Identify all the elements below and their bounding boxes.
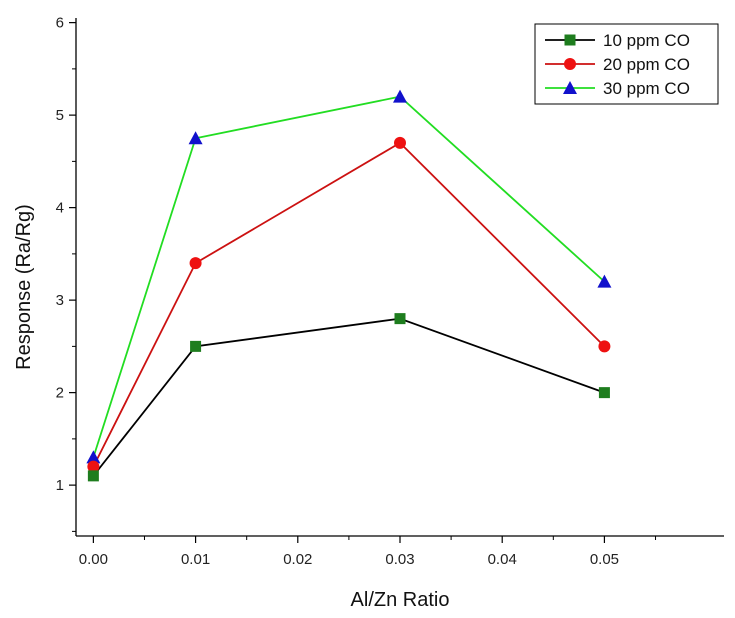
legend-marker	[564, 58, 576, 70]
data-point	[598, 340, 611, 353]
data-point	[86, 450, 101, 464]
x-tick-label: 0.03	[385, 551, 414, 568]
data-point	[394, 313, 406, 325]
legend-marker	[563, 81, 577, 94]
data-point	[189, 257, 202, 270]
legend-label: 30 ppm CO	[603, 79, 690, 98]
y-tick-label: 3	[56, 292, 64, 309]
data-point	[190, 340, 202, 352]
y-tick-label: 6	[56, 15, 64, 32]
x-tick-label: 0.00	[79, 551, 108, 568]
ticks: 1 2 3 4 5 6 0.00 0.01 0.02 0.03 0.04 0.05	[56, 15, 657, 568]
y-tick-label: 2	[56, 385, 64, 402]
y-tick-label: 1	[56, 477, 64, 494]
x-tick-label: 0.05	[590, 551, 619, 568]
legend-item: 10 ppm CO	[545, 31, 690, 50]
legend: 10 ppm CO 20 ppm CO 30 ppm CO	[534, 23, 719, 105]
series-line	[92, 317, 605, 477]
x-tick-label: 0.04	[488, 551, 517, 568]
data-point	[87, 470, 99, 482]
legend-item: 20 ppm CO	[545, 55, 690, 74]
series-1	[92, 317, 605, 477]
legend-marker	[564, 34, 576, 46]
x-axis-label: Al/Zn Ratio	[351, 589, 450, 611]
data-point	[188, 131, 203, 145]
y-tick-label: 4	[56, 200, 64, 217]
legend-label: 10 ppm CO	[603, 31, 690, 50]
series-markers-1	[87, 313, 610, 482]
legend-label: 20 ppm CO	[603, 55, 690, 74]
series-markers-2	[87, 136, 611, 473]
legend-item: 30 ppm CO	[545, 79, 690, 98]
data-point	[87, 460, 100, 473]
series-markers-3	[86, 89, 612, 464]
x-tick-label: 0.02	[283, 551, 312, 568]
series-3	[92, 95, 606, 458]
series-2	[92, 141, 606, 468]
y-tick-label: 5	[56, 107, 64, 124]
y-axis-label: Response (Ra/Rg)	[13, 204, 35, 370]
series-line	[92, 141, 606, 468]
x-tick-label: 0.01	[181, 551, 210, 568]
data-point	[394, 136, 406, 149]
series-layer	[86, 89, 612, 482]
series-line	[92, 95, 606, 458]
data-point	[393, 89, 407, 103]
data-point	[598, 387, 610, 399]
data-point	[597, 274, 612, 288]
